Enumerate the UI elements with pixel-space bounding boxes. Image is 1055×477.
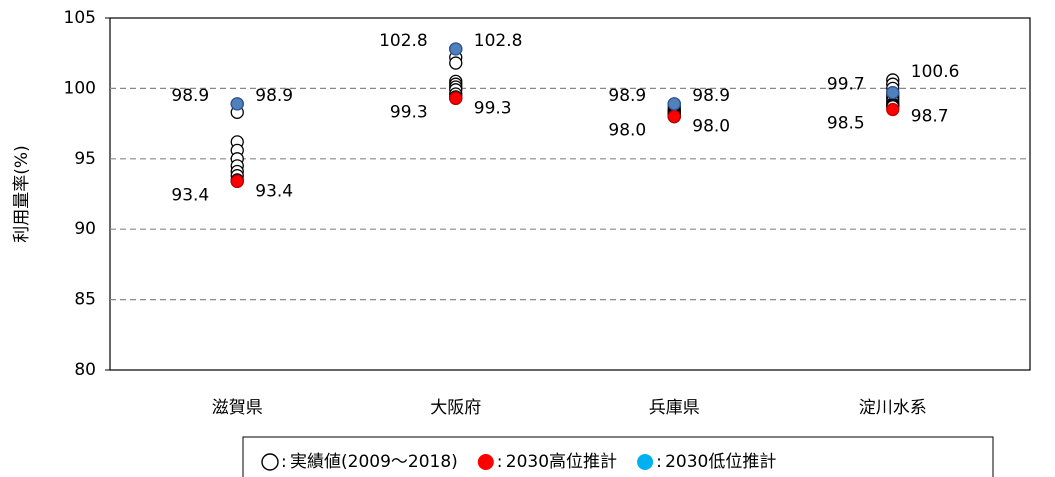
y-tick-label: 80 [74, 360, 96, 380]
data-label: 98.0 [608, 121, 646, 141]
data-point [230, 97, 244, 111]
data-label: 98.9 [608, 86, 646, 106]
data-label: 98.7 [911, 107, 949, 127]
legend-marker [261, 453, 279, 471]
y-tick-label: 85 [74, 290, 96, 310]
data-point [886, 85, 900, 100]
legend-label: 2030低位推計 [665, 452, 776, 472]
legend-label: 2030高位推計 [506, 452, 617, 472]
legend-label: 実績値(2009～2018) [290, 452, 458, 472]
data-label: 98.9 [692, 86, 730, 106]
data-label: 102.8 [379, 31, 428, 51]
legend-separator: : [497, 452, 503, 472]
x-tick-label: 大阪府 [430, 398, 481, 418]
data-point [667, 109, 681, 124]
legend-separator: : [281, 452, 287, 472]
y-tick-label: 95 [74, 149, 96, 169]
data-label: 99.3 [390, 102, 428, 122]
data-point [449, 91, 463, 105]
data-point [667, 97, 681, 111]
y-tick-label: 105 [64, 8, 96, 28]
data-label: 98.9 [171, 86, 209, 106]
y-tick-label: 90 [74, 219, 96, 239]
data-label: 100.6 [911, 62, 960, 82]
x-tick-label: 兵庫県 [649, 398, 700, 418]
data-point [449, 42, 463, 56]
legend-marker [477, 454, 494, 470]
y-axis-label: 利用量率(%) [12, 145, 32, 242]
data-label: 98.9 [255, 86, 293, 106]
data-point [230, 174, 244, 188]
legend-separator: : [656, 452, 662, 472]
plot-frame [109, 17, 1031, 371]
y-tick-label: 100 [64, 78, 96, 98]
data-label: 98.0 [692, 117, 730, 137]
data-label: 93.4 [255, 181, 293, 201]
legend-marker [637, 454, 654, 470]
data-label: 99.3 [474, 98, 512, 118]
x-tick-label: 滋賀県 [212, 398, 263, 418]
data-label: 99.7 [827, 75, 865, 95]
legend-box [242, 436, 994, 477]
data-point [449, 56, 463, 70]
x-tick-label: 淀川水系 [859, 398, 927, 418]
data-label: 98.5 [827, 114, 865, 134]
data-point [886, 102, 900, 117]
data-label: 102.8 [474, 31, 523, 51]
data-label: 93.4 [171, 185, 209, 205]
